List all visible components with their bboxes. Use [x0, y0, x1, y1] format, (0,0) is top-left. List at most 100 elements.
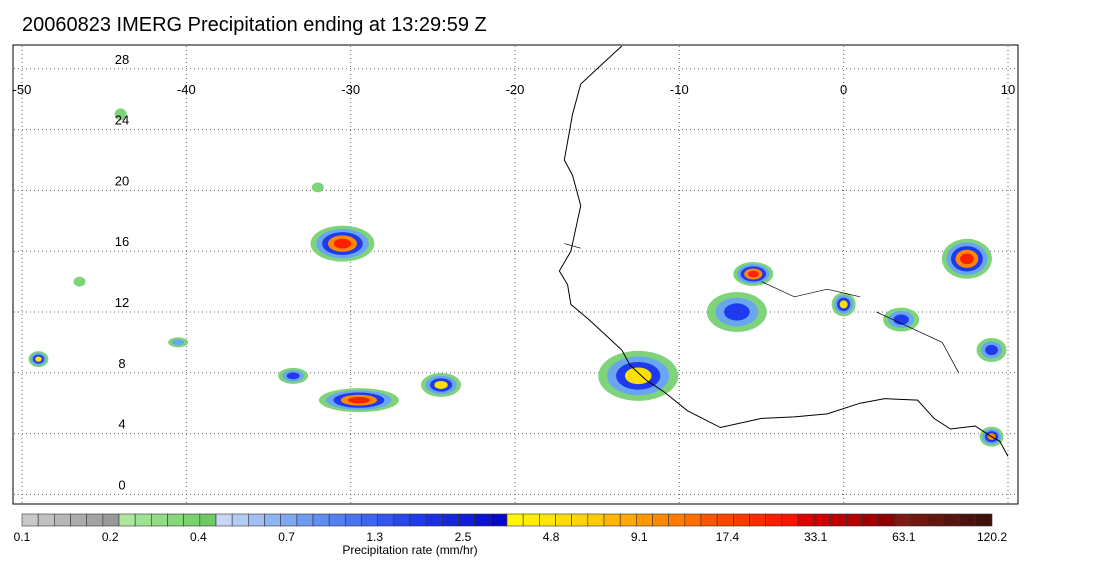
river-path [761, 281, 861, 298]
colorbar-box-green [199, 513, 217, 527]
colorbar-box-light-blue [231, 513, 249, 527]
rain-cell [286, 372, 300, 380]
colorbar-box-yellow [571, 513, 589, 527]
precipitation-cells [28, 108, 1007, 447]
colorbar-box-brown [943, 513, 960, 527]
coastline-path [558, 45, 1009, 457]
lat-tick-label: 20 [115, 173, 129, 188]
colorbar-box-orange [652, 513, 669, 527]
colorbar-box-red [716, 513, 734, 527]
colorbar-box-brown [975, 513, 993, 527]
gridlines [14, 46, 1017, 503]
rain-cell [893, 314, 909, 325]
colorbar-box-gray [70, 513, 87, 527]
colorbar-tick-label: 4.8 [543, 530, 560, 544]
rain-cell [985, 344, 998, 356]
colorbar-tick-label: 2.5 [455, 530, 472, 544]
colorbar-box-green [134, 513, 152, 527]
colorbar-box-brown [959, 513, 977, 527]
rain-cell [434, 380, 448, 389]
colorbar-box-light-blue [215, 513, 233, 527]
colorbar-box-red [781, 513, 799, 527]
colorbar-box-orange [684, 513, 702, 527]
colorbar-box-blue [345, 513, 362, 527]
lat-tick-label: 28 [115, 52, 129, 67]
lon-tick-label: -40 [177, 82, 196, 97]
colorbar-tick-label: 17.4 [716, 530, 740, 544]
colorbar-boxes [21, 513, 993, 527]
colorbar-tick-label: 120.2 [977, 530, 1007, 544]
colorbar-box-red [749, 513, 766, 527]
lat-tick-label: 24 [115, 113, 129, 128]
colorbar-tick-label: 63.1 [892, 530, 916, 544]
rain-cell [839, 300, 848, 309]
lat-tick-label: 12 [115, 295, 129, 310]
colorbar-box-dark-red [878, 513, 896, 527]
colorbar-box-green [183, 513, 201, 527]
lat-tick-label: 8 [118, 356, 125, 371]
colorbar-box-dark-red [797, 513, 815, 527]
colorbar-tick-label: 0.7 [278, 530, 295, 544]
colorbar-box-blue [393, 513, 411, 527]
colorbar-box-gray [54, 513, 71, 527]
colorbar-box-dark-blue [474, 513, 492, 527]
lat-tick-label: 0 [118, 477, 125, 492]
colorbar-tick-label: 0.1 [14, 530, 31, 544]
lon-tick-label: -50 [13, 82, 32, 97]
lon-tick-label: -30 [341, 82, 360, 97]
colorbar-tick-labels: 0.1 0.2 0.4 0.7 1.3 2.5 4.8 9.1 17.4 33.1 63.1 120.… [14, 530, 1008, 544]
colorbar-box-gray [86, 513, 104, 527]
colorbar-box-gray [102, 513, 120, 527]
colorbar-box-gray [21, 513, 39, 527]
rain-cell [114, 108, 127, 121]
colorbar-box-orange [668, 513, 686, 527]
colorbar-box-brown [910, 513, 928, 527]
colorbar-tick-label: 33.1 [804, 530, 828, 544]
colorbar-box-orange [603, 513, 621, 527]
rain-cell [172, 339, 185, 346]
colorbar-box-dark-red [830, 513, 847, 527]
colorbar-box-dark-blue [490, 513, 508, 527]
rain-cell [35, 356, 42, 362]
colorbar-box-yellow [587, 513, 605, 527]
colorbar-box-dark-blue [442, 513, 459, 527]
colorbar-box-orange [636, 513, 653, 527]
colorbar-box-green [118, 513, 136, 527]
colorbar-tick-label: 9.1 [631, 530, 648, 544]
colorbar-box-blue [377, 513, 395, 527]
rain-cell [333, 238, 352, 249]
lat-tick-label: 4 [118, 417, 125, 432]
colorbar-box-blue [312, 513, 330, 527]
colorbar-box-dark-blue [409, 513, 427, 527]
colorbar-box-green [167, 513, 184, 527]
colorbar-box-red [733, 513, 750, 527]
colorbar-box-dark-red [862, 513, 880, 527]
colorbar-box-green [151, 513, 168, 527]
river-path [876, 311, 960, 373]
colorbar-tick-label: 0.2 [102, 530, 119, 544]
colorbar-box-yellow [539, 513, 556, 527]
colorbar-tick-label: 1.3 [366, 530, 383, 544]
colorbar-box-dark-red [846, 513, 863, 527]
lon-tick-label: 10 [1001, 82, 1015, 97]
colorbar-box-blue [328, 513, 346, 527]
colorbar-box-brown [927, 513, 944, 527]
rain-cell [960, 253, 974, 265]
rain-cell [723, 303, 750, 321]
colorbar-box-yellow [522, 513, 540, 527]
colorbar-box-gray [37, 513, 55, 527]
colorbar-box-yellow [506, 513, 524, 527]
colorbar-box-light-blue [264, 513, 281, 527]
rain-cell [624, 367, 652, 385]
colorbar-box-dark-red [813, 513, 831, 527]
colorbar-box-orange [619, 513, 637, 527]
colorbar-box-yellow [555, 513, 572, 527]
lat-tick-label: 16 [115, 234, 129, 249]
colorbar-box-dark-blue [458, 513, 475, 527]
colorbar-box-light-blue [280, 513, 298, 527]
rain-cell [747, 270, 759, 278]
colorbar-tick-label: 0.4 [190, 530, 207, 544]
colorbar-box-blue [361, 513, 378, 527]
